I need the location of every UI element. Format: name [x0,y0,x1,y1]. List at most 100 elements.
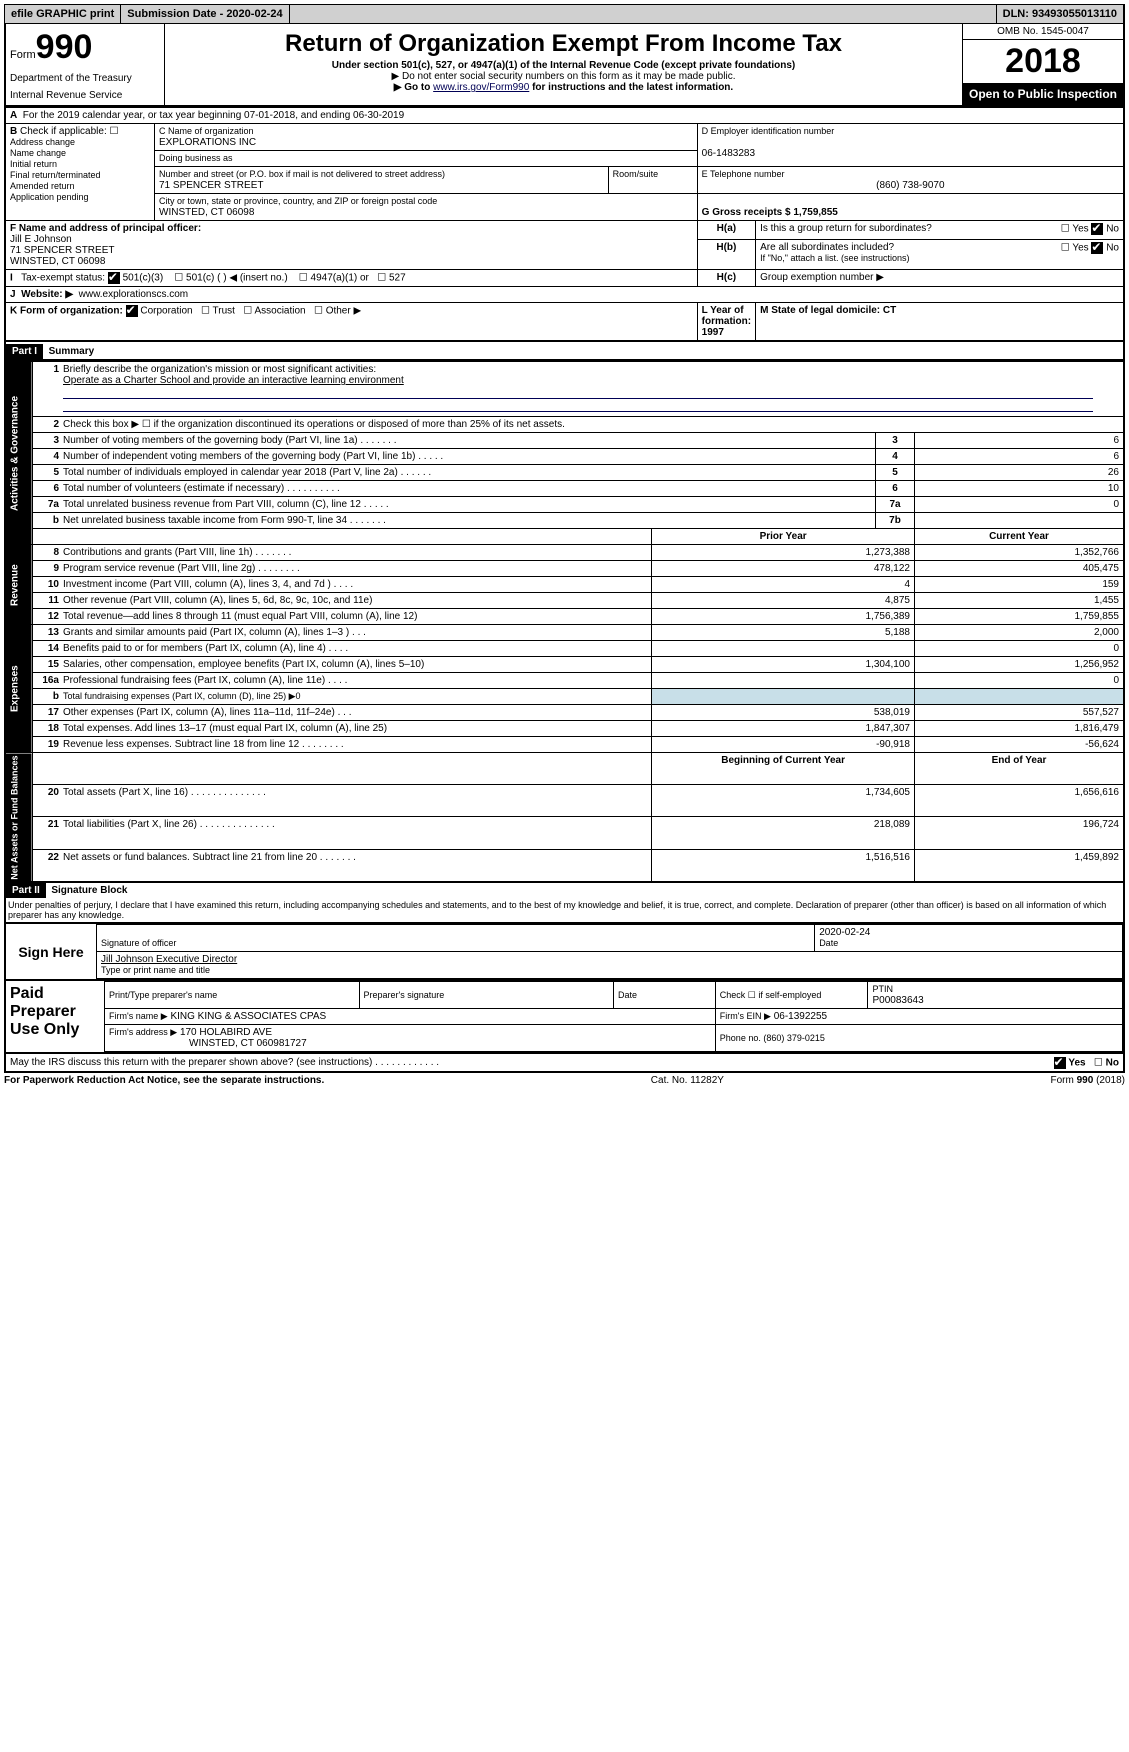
open-inspection: Open to Public Inspection [963,83,1123,105]
ptin-value: P00083643 [872,995,923,1006]
summary-line: Number of voting members of the governin… [63,435,358,446]
sign-here-block: Sign Here Signature of officer 2020-02-2… [4,924,1125,981]
paid-preparer-block: Paid Preparer Use Only Print/Type prepar… [4,981,1125,1054]
part-i-title: Summary [49,346,95,357]
tax-year: 2018 [963,40,1123,83]
topbar: efile GRAPHIC print Submission Date - 20… [4,4,1125,24]
state-domicile: M State of legal domicile: CT [760,305,896,316]
expense-line: Salaries, other compensation, employee b… [63,659,424,670]
check-item: Application pending [10,192,89,202]
summary-line: Total number of individuals employed in … [63,467,398,478]
phone-label: E Telephone number [702,169,785,179]
revenue-line: Investment income (Part VIII, column (A)… [63,579,331,590]
form-header: Form990 Department of the Treasury Inter… [4,24,1125,107]
street-value: 71 SPENCER STREET [159,180,263,191]
part-ii-header: Part II [6,883,46,898]
gross-receipts: G Gross receipts $ 1,759,855 [702,207,838,218]
hb-label: Are all subordinates included? [760,242,894,253]
expense-line: Benefits paid to or for members (Part IX… [63,643,326,654]
line2-text: Check this box ▶ ☐ if the organization d… [63,419,565,430]
check-item: Final return/terminated [10,170,101,180]
form-subtitle: Under section 501(c), 527, or 4947(a)(1)… [169,60,958,71]
hc-label: Group exemption number ▶ [760,272,884,283]
self-employed-check: Check ☐ if self-employed [720,990,822,1000]
calendar-year-text: For the 2019 calendar year, or tax year … [23,110,295,121]
firm-phone: Phone no. (860) 379-0215 [720,1033,825,1043]
line1-text: Operate as a Charter School and provide … [37,375,404,386]
paid-preparer-label: Paid Preparer Use Only [6,981,104,1052]
officer-label: F Name and address of principal officer: [10,223,201,234]
expense-line: Professional fundraising fees (Part IX, … [63,675,325,686]
form-prefix: Form [10,49,36,61]
irs-label: Internal Revenue Service [10,90,160,101]
line1-label: Briefly describe the organization's miss… [63,364,376,375]
summary-line: Net unrelated business taxable income fr… [63,515,347,526]
form990-link[interactable]: www.irs.gov/Form990 [433,82,529,93]
officer-addr1: 71 SPENCER STREET [10,245,114,256]
ein-label: D Employer identification number [702,126,835,136]
dba-label: Doing business as [159,153,233,163]
dept-treasury: Department of the Treasury [10,73,160,84]
summary-line: Total number of volunteers (estimate if … [63,483,284,494]
footer-form: Form 990 (2018) [1051,1075,1125,1086]
officer-name-label: Type or print name and title [101,965,210,975]
year-formation: L Year of formation: 1997 [702,305,751,338]
date-label: Date [618,990,637,1000]
revenue-line: Other revenue (Part VIII, column (A), li… [63,595,372,606]
firm-ein-label: Firm's EIN ▶ [720,1011,771,1021]
check-applicable-label: Check if applicable: [20,126,107,137]
check-item: Name change [10,148,66,158]
submission-date: Submission Date - 2020-02-24 [121,5,289,23]
ha-no-checkbox[interactable] [1091,223,1103,235]
summary-table: Activities & Governance 1Briefly describ… [4,361,1125,883]
may-irs-discuss: May the IRS discuss this return with the… [10,1057,372,1068]
irs-yes-checkbox[interactable] [1054,1057,1066,1069]
phone-value: (860) 738-9070 [702,180,1119,191]
check-item: Initial return [10,159,57,169]
city-value: WINSTED, CT 06098 [159,207,254,218]
ein-value: 06-1483283 [702,148,755,159]
activities-side-label: Activities & Governance [5,362,33,545]
begin-year-head: Beginning of Current Year [652,753,915,785]
part-ii-title: Signature Block [51,885,127,896]
firm-ein: 06-1392255 [774,1011,827,1022]
form-note-1: ▶ Do not enter social security numbers o… [169,71,958,82]
hb-no-checkbox[interactable] [1091,242,1103,254]
declaration-text: Under penalties of perjury, I declare th… [6,898,1123,922]
website-value: www.explorationscs.com [79,289,188,300]
expense-line: Grants and similar amounts paid (Part IX… [63,627,349,638]
officer-name: Jill E Johnson [10,234,72,245]
ha-label: Is this a group return for subordinates? [760,223,932,234]
firm-addr2: WINSTED, CT 060981727 [109,1038,307,1049]
part-i-header: Part I [6,344,43,359]
expenses-side-label: Expenses [5,625,33,753]
netasset-line: Total assets (Part X, line 16) [63,787,188,798]
dln: DLN: 93493055013110 [996,5,1124,23]
firm-name: KING KING & ASSOCIATES CPAS [170,1011,326,1022]
officer-addr2: WINSTED, CT 06098 [10,256,105,267]
form-org-label: K Form of organization: [10,306,123,317]
sig-date-label: Date [819,938,838,948]
501c3-checkbox[interactable] [108,272,120,284]
footer-cat: Cat. No. 11282Y [651,1075,724,1086]
corp-checkbox[interactable] [126,305,138,317]
efile-label: efile GRAPHIC print [5,5,121,23]
ptin-label: PTIN [872,984,893,994]
city-label: City or town, state or province, country… [159,196,437,206]
expense-line: Other expenses (Part IX, column (A), lin… [63,707,335,718]
expense-line: Total expenses. Add lines 13–17 (must eq… [63,723,387,734]
tax-exempt-label: Tax-exempt status: [21,273,105,284]
netasset-line: Total liabilities (Part X, line 26) [63,819,197,830]
netasset-line: Net assets or fund balances. Subtract li… [63,852,317,863]
summary-line: Number of independent voting members of … [63,451,415,462]
omb-number: OMB No. 1545-0047 [963,24,1123,40]
expense-line: Total fundraising expenses (Part IX, col… [63,691,301,701]
form-note-2: ▶ Go to www.irs.gov/Form990 for instruct… [169,82,958,93]
end-year-head: End of Year [915,753,1125,785]
form-title: Return of Organization Exempt From Incom… [169,30,958,58]
summary-line: Total unrelated business revenue from Pa… [63,499,361,510]
org-name: EXPLORATIONS INC [159,137,256,148]
firm-name-label: Firm's name ▶ [109,1011,168,1021]
revenue-line: Contributions and grants (Part VIII, lin… [63,547,253,558]
check-item: Amended return [10,181,75,191]
